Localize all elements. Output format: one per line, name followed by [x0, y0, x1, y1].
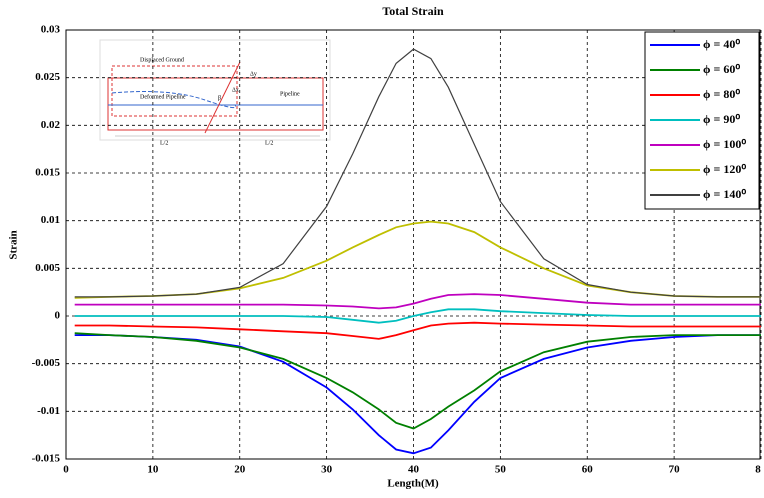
- y-tick-label: 0.01: [41, 214, 60, 226]
- legend-label: ϕ = 80⁰: [703, 87, 740, 101]
- x-tick-label: 20: [234, 464, 246, 476]
- x-tick-label: 60: [582, 464, 594, 476]
- inset-label: β: [218, 95, 221, 101]
- inset-label: Displaced Ground: [140, 57, 184, 63]
- x-tick-label: 40: [408, 464, 420, 476]
- y-tick-label: 0.025: [35, 71, 60, 83]
- y-axis-label: Strain: [8, 230, 20, 259]
- legend-label: ϕ = 140⁰: [703, 187, 746, 201]
- x-tick-label: 70: [669, 464, 681, 476]
- inset-ground: [107, 77, 324, 131]
- y-tick-label: -0.015: [32, 453, 61, 465]
- series-line: [74, 321, 761, 340]
- legend-label: ϕ = 100⁰: [703, 137, 746, 151]
- inset-label: Pipeline: [280, 91, 300, 97]
- inset-fault: [204, 61, 241, 134]
- series-line: [74, 308, 761, 324]
- inset-label: L/2: [160, 140, 168, 146]
- x-tick-label: 50: [495, 464, 507, 476]
- chart-title: Total Strain: [382, 4, 444, 18]
- x-tick-label: 30: [321, 464, 333, 476]
- inset-diagram: [99, 39, 331, 141]
- series-line: [74, 293, 761, 310]
- y-tick-label: 0: [55, 310, 61, 322]
- series-line: [74, 220, 761, 299]
- legend-label: ϕ = 60⁰: [703, 62, 740, 76]
- legend-label: ϕ = 40⁰: [703, 37, 740, 51]
- x-axis-label: Length(M): [387, 478, 439, 490]
- x-tick-label: 10: [147, 464, 159, 476]
- inset-label: Deformed Pipeline: [140, 93, 186, 100]
- y-tick-label: 0.005: [35, 262, 60, 274]
- inset-frame: [99, 39, 331, 141]
- x-tick-label: 0: [63, 464, 69, 476]
- inset-displaced: [111, 65, 238, 117]
- inset-label: Δx: [232, 87, 239, 93]
- series-line: [74, 334, 761, 455]
- inset-label: Δy: [250, 71, 257, 77]
- series-line: [74, 332, 761, 430]
- inset-label: L/2: [265, 140, 273, 146]
- inset-deformed: [111, 91, 237, 109]
- y-tick-label: 0.02: [41, 119, 61, 131]
- y-tick-label: -0.005: [32, 357, 61, 369]
- plot-frame: [65, 29, 761, 460]
- legend-label: ϕ = 90⁰: [703, 112, 740, 126]
- series-line: [74, 48, 761, 298]
- y-tick-label: 0.015: [35, 167, 60, 179]
- y-tick-label: -0.01: [37, 405, 60, 417]
- y-tick-label: 0.03: [41, 24, 61, 36]
- legend-label: ϕ = 120⁰: [703, 162, 746, 176]
- x-tick-label: 8: [755, 464, 761, 476]
